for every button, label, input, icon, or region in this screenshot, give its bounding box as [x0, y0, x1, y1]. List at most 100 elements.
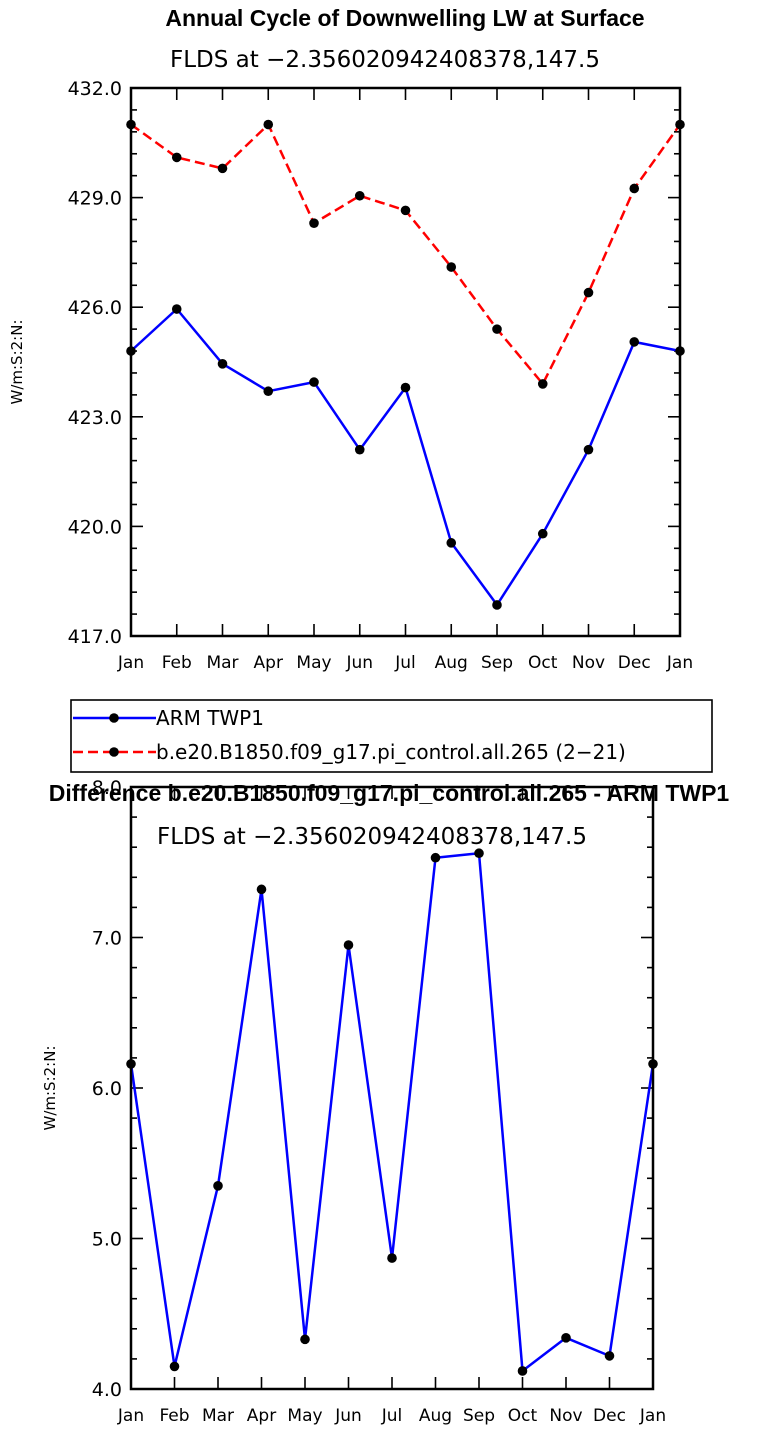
chart1-x-ticks: Jan Feb Mar Apr May Jun Jul Aug Sep Oct Nov Dec Jan	[117, 88, 693, 673]
y-tick-label: 426.0	[68, 297, 122, 319]
series-line-0	[129, 851, 655, 1373]
chart2-y-ticks: 4.0 5.0 6.0 7.0 8.0	[92, 777, 653, 1401]
x-tick-label: Nov	[572, 653, 605, 673]
x-tick-label: Feb	[162, 653, 192, 673]
y-tick-label: 6.0	[92, 1078, 122, 1100]
y-tick-label: 5.0	[92, 1229, 122, 1251]
data-point	[583, 287, 594, 298]
x-tick-label: Jul	[381, 1406, 403, 1426]
chart2-subtitle: FLDS at −2.356020942408378,147.5	[157, 824, 587, 850]
x-tick-label: May	[296, 653, 331, 673]
x-tick-label: Sep	[463, 1406, 495, 1426]
legend-entry-arm-twp1: ARM TWP1	[73, 706, 264, 730]
data-point	[474, 848, 484, 859]
x-tick-label: Jun	[334, 1406, 362, 1426]
chart2-ylabel: W/m:S:2:N:	[41, 1046, 59, 1131]
x-tick-label: Dec	[618, 653, 651, 673]
x-tick-label: Mar	[206, 653, 238, 673]
data-point	[263, 386, 274, 397]
x-tick-label: Aug	[435, 653, 468, 673]
x-tick-label: Nov	[549, 1406, 582, 1426]
chart1-plot-frame	[129, 86, 682, 638]
data-point	[169, 1361, 180, 1372]
data-point	[537, 528, 548, 539]
y-tick-label: 8.0	[92, 777, 122, 799]
y-tick-label: 432.0	[68, 78, 122, 100]
legend-marker-arm-twp1	[109, 713, 119, 723]
x-tick-label: Jan	[639, 1406, 666, 1426]
chart1-minor-ticks	[131, 109, 680, 615]
data-point	[309, 218, 319, 228]
y-tick-label: 4.0	[92, 1379, 122, 1401]
annual-cycle-chart: Annual Cycle of Downwelling LW at Surfac…	[8, 5, 693, 673]
data-point	[343, 940, 354, 950]
data-point	[400, 382, 411, 393]
data-point	[217, 163, 228, 174]
x-tick-label: Oct	[508, 1406, 538, 1426]
data-point	[492, 324, 502, 334]
chart1-ylabel: W/m:S:2:N:	[8, 320, 26, 405]
chart2-series	[126, 848, 658, 1376]
chart1-subtitle: FLDS at −2.356020942408378,147.5	[170, 47, 600, 73]
legend-label-arm-twp1: ARM TWP1	[156, 706, 264, 730]
legend-label-model: b.e20.B1850.f09_g17.pi_control.all.265 (…	[156, 740, 626, 764]
data-point	[309, 377, 319, 387]
data-point	[171, 304, 182, 314]
data-point	[492, 600, 502, 610]
x-tick-label: Feb	[159, 1406, 189, 1426]
data-point	[213, 1181, 223, 1191]
chart2-minor-ticks	[131, 816, 653, 1360]
data-point	[256, 884, 267, 895]
chart1-title: Annual Cycle of Downwelling LW at Surfac…	[165, 5, 644, 31]
data-point	[430, 852, 441, 863]
difference-chart: Difference b.e20.B1850.f09_g17.pi_contro…	[41, 777, 729, 1426]
x-tick-label: Aug	[419, 1406, 452, 1426]
chart2-plot-frame	[129, 785, 655, 1391]
data-point	[354, 190, 365, 201]
chart2-x-ticks: Jan Feb Mar Apr May Jun Jul Aug Sep Oct Nov Dec Jan	[117, 787, 666, 1426]
data-point	[517, 1366, 528, 1376]
data-point	[561, 1333, 571, 1343]
data-point	[300, 1334, 310, 1345]
y-tick-label: 417.0	[68, 626, 122, 648]
data-point	[629, 183, 640, 194]
data-point	[263, 119, 274, 130]
series-line-1	[130, 123, 682, 386]
x-tick-label: Jan	[117, 1406, 144, 1426]
x-tick-label: Sep	[481, 653, 513, 673]
x-tick-label: May	[287, 1406, 322, 1426]
data-point	[583, 444, 594, 455]
x-tick-label: Mar	[202, 1406, 234, 1426]
data-point	[604, 1351, 615, 1361]
data-point	[354, 444, 365, 455]
x-tick-label: Apr	[254, 653, 283, 673]
legend-marker-model	[109, 747, 119, 757]
y-tick-label: 423.0	[68, 407, 122, 429]
data-point	[629, 337, 640, 347]
legend-box	[70, 699, 713, 773]
legend: ARM TWP1 b.e20.B1850.f09_g17.pi_control.…	[70, 699, 713, 773]
data-point	[217, 359, 228, 369]
x-tick-label: Dec	[593, 1406, 626, 1426]
data-point	[171, 152, 182, 163]
x-tick-label: Jan	[117, 653, 144, 673]
y-tick-label: 420.0	[68, 516, 122, 538]
data-point	[446, 262, 457, 272]
y-tick-label: 429.0	[68, 188, 122, 210]
data-point	[400, 205, 411, 216]
x-tick-label: Apr	[247, 1406, 276, 1426]
data-point	[387, 1253, 397, 1263]
x-tick-label: Jun	[345, 653, 373, 673]
legend-entry-model: b.e20.B1850.f09_g17.pi_control.all.265 (…	[73, 740, 626, 764]
chart1-y-ticks: 417.0 420.0 423.0 426.0 429.0 432.0	[68, 78, 680, 648]
chart2-title: Difference b.e20.B1850.f09_g17.pi_contro…	[49, 780, 730, 806]
y-tick-label: 7.0	[92, 928, 122, 950]
x-tick-label: Jul	[394, 653, 416, 673]
chart1-series	[126, 119, 685, 610]
series-line-0	[130, 307, 681, 607]
data-point	[537, 379, 548, 389]
data-point	[446, 538, 457, 548]
x-tick-label: Jan	[666, 653, 693, 673]
x-tick-label: Oct	[528, 653, 558, 673]
